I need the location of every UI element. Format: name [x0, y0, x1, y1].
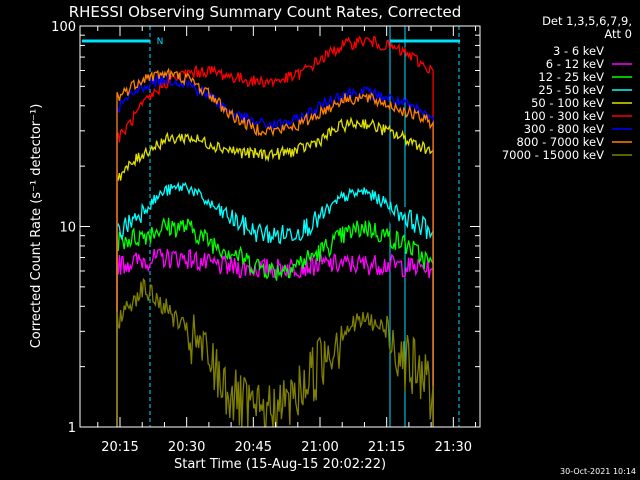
- y-axis-label: Corrected Count Rate (s⁻¹ detector⁻¹): [29, 104, 44, 349]
- legend-label: 100 - 300 keV: [524, 109, 604, 123]
- legend-label: 7000 - 15000 keV: [502, 148, 604, 162]
- x-tick-label: 20:30: [168, 440, 205, 455]
- series-line-50-100-kev: [116, 116, 434, 427]
- series-line-100-300-kev: [116, 35, 434, 427]
- timestamp: 30-Oct-2021 10:14: [560, 467, 636, 476]
- x-tick-label: 21:30: [435, 440, 472, 455]
- legend-label: 50 - 100 keV: [531, 96, 604, 110]
- legend-label: 25 - 50 keV: [538, 83, 604, 97]
- x-axis-label: Start Time (15-Aug-15 20:02:22): [174, 457, 386, 472]
- chart-title: RHESSI Observing Summary Count Rates, Co…: [69, 3, 462, 21]
- series-line-12-25-kev: [116, 217, 434, 427]
- series-line-6-12-kev: [116, 248, 434, 427]
- y-tick-label: 10: [59, 221, 76, 236]
- legend-label: 300 - 800 keV: [524, 122, 604, 136]
- series-line-3-6-kev: [116, 200, 434, 427]
- series-line-800-7000-kev: [116, 67, 434, 427]
- legend-label: 12 - 25 keV: [538, 70, 604, 84]
- night-flag-label: N: [157, 37, 164, 47]
- legend-label: 800 - 7000 keV: [516, 135, 604, 149]
- legend-header-detectors: Det 1,3,5,6,7,9,: [542, 14, 632, 28]
- series-layer: [116, 35, 434, 428]
- legend-header-attenuator: Att 0: [604, 27, 632, 41]
- x-tick-label: 20:45: [235, 440, 272, 455]
- series-line-7000-15000-kev: [116, 277, 434, 428]
- legend-label: 6 - 12 keV: [546, 57, 604, 71]
- x-tick-label: 20:15: [101, 440, 138, 455]
- x-axis-ticks: 20:15 20:30 20:45 21:00 21:15 21:30: [97, 26, 477, 455]
- flag-markers: N: [82, 26, 460, 427]
- series-line-25-50-kev: [116, 181, 434, 427]
- y-axis-ticks: 1 10 100: [51, 20, 480, 436]
- x-tick-label: 21:00: [301, 440, 338, 455]
- legend-label: 3 - 6 keV: [553, 44, 604, 58]
- y-tick-label: 100: [51, 20, 76, 35]
- x-tick-label: 21:15: [368, 440, 405, 455]
- y-tick-label: 1: [68, 421, 76, 436]
